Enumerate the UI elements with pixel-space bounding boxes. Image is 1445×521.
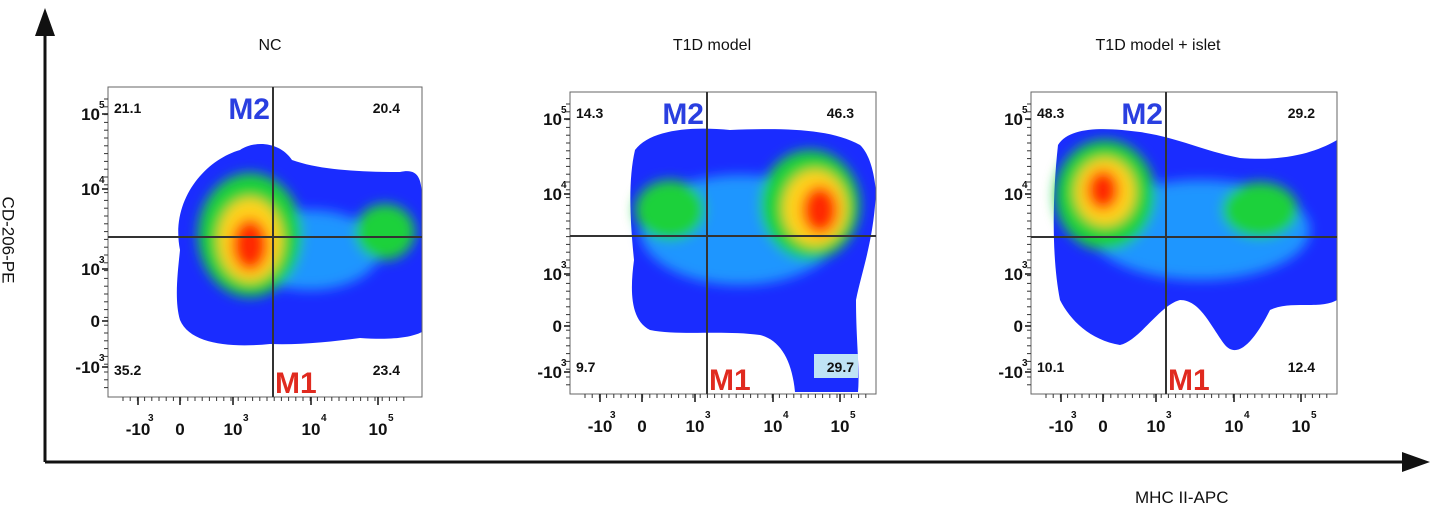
panel-title: T1D model + islet	[1096, 37, 1221, 54]
y-tick-exponent: 3	[1022, 260, 1028, 271]
quadrant-upper-right-value: 29.2	[1288, 105, 1315, 121]
y-tick-exponent: 3	[1022, 358, 1028, 369]
m1-label: M1	[275, 367, 317, 400]
quadrant-lower-left-value: 9.7	[576, 359, 596, 375]
y-tick-exponent: 5	[1022, 105, 1028, 116]
y-tick-label: 10	[81, 260, 100, 279]
x-axis-title: MHC II-APC	[1135, 488, 1229, 507]
x-tick-exponent: 3	[1071, 410, 1077, 421]
plot-frame	[107, 86, 423, 398]
quadrant-lower-right-value: 23.4	[373, 362, 400, 378]
quadrant-lower-left-value: 10.1	[1037, 359, 1064, 375]
quadrant-upper-right-value: 46.3	[827, 105, 854, 121]
m1-label: M1	[709, 364, 751, 397]
quadrant-upper-left-value: 21.1	[114, 100, 141, 116]
y-tick-exponent: 4	[561, 180, 567, 191]
x-tick-exponent: 4	[321, 413, 327, 424]
m1-label: M1	[1168, 364, 1210, 397]
y-tick-label: 10	[1004, 185, 1023, 204]
y-tick-label: 0	[91, 312, 100, 331]
y-tick-label: 10	[81, 180, 100, 199]
x-tick-exponent: 5	[850, 410, 856, 421]
quadrant-upper-right-value: 20.4	[373, 100, 400, 116]
y-tick-label: 0	[553, 317, 562, 336]
density-high-region	[1087, 170, 1119, 210]
y-tick-label: -10	[75, 358, 100, 377]
m2-label: M2	[662, 98, 704, 131]
y-tick-exponent: 3	[99, 255, 105, 266]
y-tick-label: 10	[1004, 265, 1023, 284]
x-tick-exponent: 5	[1311, 410, 1317, 421]
panel-title: NC	[258, 37, 281, 54]
x-tick-label: 0	[1098, 417, 1107, 436]
x-tick-label: 10	[1147, 417, 1166, 436]
y-tick-exponent: 5	[561, 105, 567, 116]
x-tick-label: 10	[224, 420, 243, 439]
x-tick-label: 10	[764, 417, 783, 436]
x-tick-label: 0	[637, 417, 646, 436]
y-tick-label: 10	[543, 185, 562, 204]
x-tick-exponent: 4	[1244, 410, 1250, 421]
y-tick-exponent: 4	[1022, 180, 1028, 191]
x-tick-exponent: 3	[1166, 410, 1172, 421]
x-tick-label: -10	[588, 417, 613, 436]
x-tick-exponent: 4	[783, 410, 789, 421]
y-tick-exponent: 3	[99, 353, 105, 364]
x-tick-exponent: 3	[243, 413, 249, 424]
density-mid-region	[635, 180, 705, 240]
x-tick-label: 10	[831, 417, 850, 436]
density-plot	[1053, 129, 1337, 351]
plot-frame	[569, 91, 877, 395]
x-tick-label: -10	[1049, 417, 1074, 436]
y-tick-exponent: 4	[99, 175, 105, 186]
y-tick-label: 10	[543, 110, 562, 129]
plot-frame	[1030, 91, 1338, 395]
y-tick-label: -10	[537, 363, 562, 382]
y-tick-exponent: 3	[561, 260, 567, 271]
density-high-region	[232, 219, 268, 271]
x-tick-label: 0	[175, 420, 184, 439]
highlight-box	[814, 354, 858, 378]
x-tick-label: 10	[369, 420, 388, 439]
y-tick-exponent: 3	[561, 358, 567, 369]
quadrant-lower-left-value: 35.2	[114, 362, 141, 378]
quadrant-lower-right-value: 12.4	[1288, 359, 1315, 375]
panel-title: T1D model	[673, 37, 751, 54]
quadrant-lower-right-value: 29.7	[827, 359, 854, 375]
x-tick-exponent: 3	[705, 410, 711, 421]
y-axis-title: CD-206-PE	[0, 196, 18, 284]
global-axes	[35, 8, 1430, 472]
density-high-region	[802, 186, 838, 234]
density-plot	[630, 128, 876, 392]
x-tick-label: -10	[126, 420, 151, 439]
density-mid-region	[355, 204, 415, 260]
y-tick-label: 10	[543, 265, 562, 284]
y-tick-label: 0	[1014, 317, 1023, 336]
m2-label: M2	[228, 93, 270, 126]
y-tick-exponent: 5	[99, 100, 105, 111]
y-tick-label: -10	[998, 363, 1023, 382]
x-tick-exponent: 5	[388, 413, 394, 424]
x-tick-label: 10	[1292, 417, 1311, 436]
y-tick-label: 10	[1004, 110, 1023, 129]
quadrant-upper-left-value: 14.3	[576, 105, 603, 121]
x-tick-exponent: 3	[610, 410, 616, 421]
quadrant-upper-left-value: 48.3	[1037, 105, 1064, 121]
x-axis-arrowhead	[1402, 452, 1430, 472]
x-tick-exponent: 3	[148, 413, 154, 424]
density-mid-region	[1222, 182, 1298, 238]
y-axis-arrowhead	[35, 8, 55, 36]
m2-label: M2	[1121, 98, 1163, 131]
x-tick-label: 10	[686, 417, 705, 436]
y-tick-label: 10	[81, 105, 100, 124]
x-tick-label: 10	[1225, 417, 1244, 436]
x-tick-label: 10	[302, 420, 321, 439]
density-plot	[176, 144, 422, 346]
